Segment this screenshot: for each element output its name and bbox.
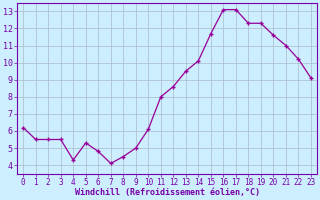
X-axis label: Windchill (Refroidissement éolien,°C): Windchill (Refroidissement éolien,°C) — [75, 188, 260, 197]
